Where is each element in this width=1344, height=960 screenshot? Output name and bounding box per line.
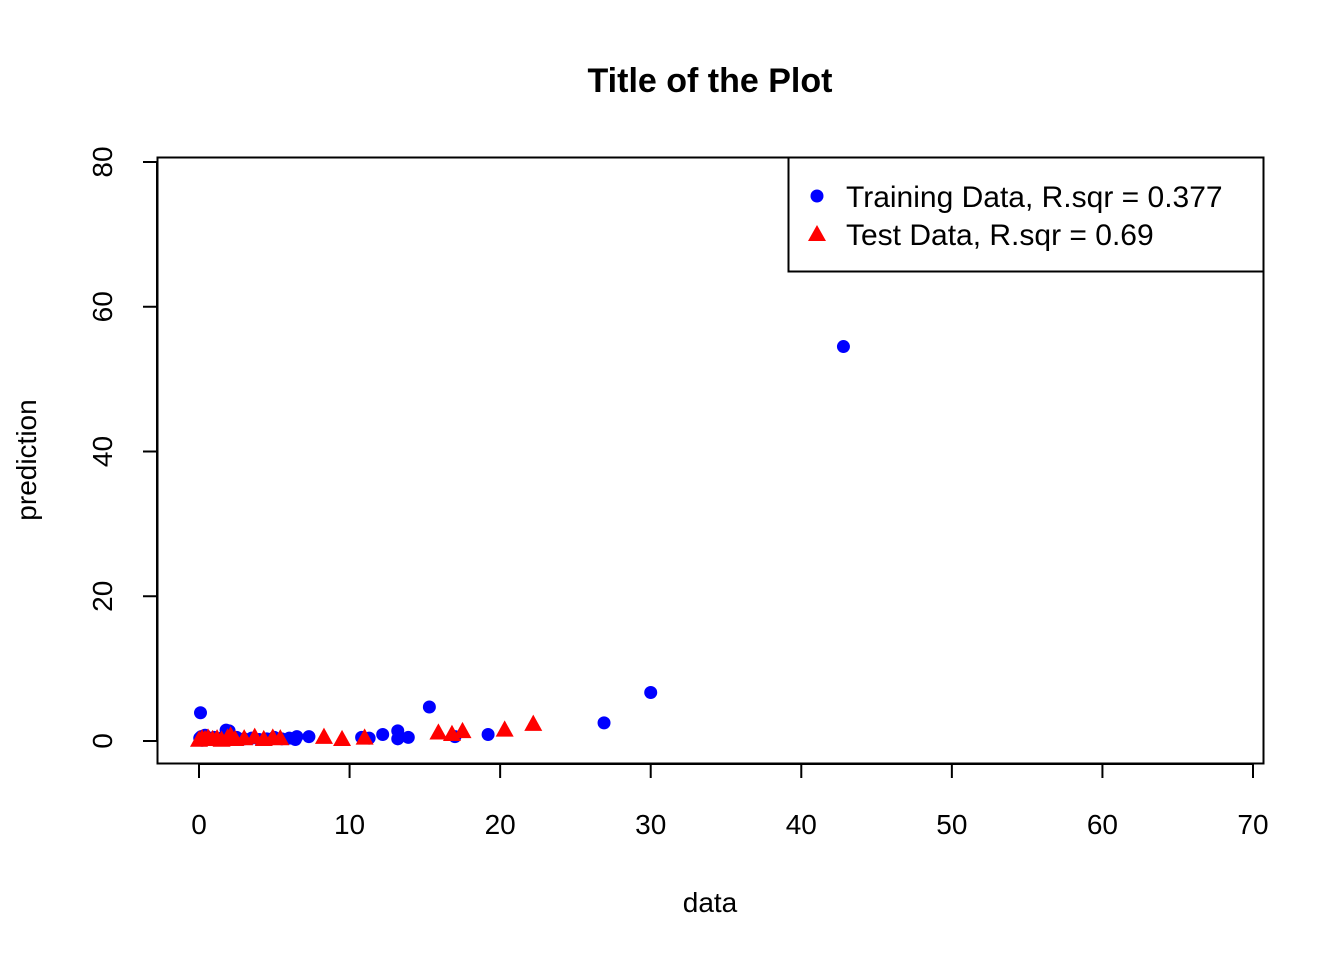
training-data-point — [644, 686, 658, 700]
legend-training-marker — [810, 189, 824, 203]
x-tick-label: 70 — [1237, 809, 1268, 840]
x-axis: 0 10 20 30 40 50 60 70 — [191, 763, 1269, 840]
legend-test-label: Test Data, R.sqr = 0.69 — [846, 219, 1154, 252]
training-data-point — [597, 716, 611, 730]
training-data-point — [836, 340, 850, 354]
x-tick-label: 10 — [334, 809, 365, 840]
test-data-point — [355, 728, 374, 745]
x-tick-label: 0 — [191, 809, 207, 840]
legend-box — [787, 156, 1265, 273]
x-tick-label: 40 — [786, 809, 817, 840]
training-series — [193, 340, 850, 747]
test-series — [190, 714, 543, 747]
x-axis-label: data — [683, 887, 738, 918]
y-tick-label: 20 — [87, 581, 118, 612]
training-data-point — [391, 732, 405, 746]
training-data-point — [302, 730, 316, 744]
x-tick-label: 50 — [936, 809, 967, 840]
test-data-point — [495, 720, 514, 737]
y-tick-label: 40 — [87, 436, 118, 467]
y-tick-label: 60 — [87, 291, 118, 322]
legend-training-label: Training Data, R.sqr = 0.377 — [846, 181, 1223, 214]
y-tick-label: 80 — [87, 146, 118, 177]
test-data-point — [314, 727, 333, 744]
test-data-point — [333, 729, 352, 747]
test-data-point — [524, 714, 543, 731]
legend: Training Data, R.sqr = 0.377 Test Data, … — [787, 156, 1265, 273]
test-data-point — [429, 723, 448, 740]
test-data-point — [271, 729, 290, 746]
training-data-point — [376, 727, 390, 741]
chart-title: Title of the Plot — [588, 62, 833, 100]
training-data-point — [422, 700, 436, 714]
test-data-point — [453, 721, 472, 739]
x-tick-label: 30 — [635, 809, 666, 840]
y-axis-label: prediction — [11, 399, 42, 520]
training-data-point — [401, 730, 415, 744]
training-data-point — [290, 730, 304, 744]
y-axis: 0 20 40 60 80 — [87, 146, 158, 749]
x-tick-label: 20 — [485, 809, 516, 840]
x-tick-label: 60 — [1087, 809, 1118, 840]
training-data-point — [194, 706, 208, 720]
y-tick-label: 0 — [87, 733, 118, 749]
training-data-point — [481, 727, 495, 741]
legend-test-marker — [808, 225, 826, 241]
